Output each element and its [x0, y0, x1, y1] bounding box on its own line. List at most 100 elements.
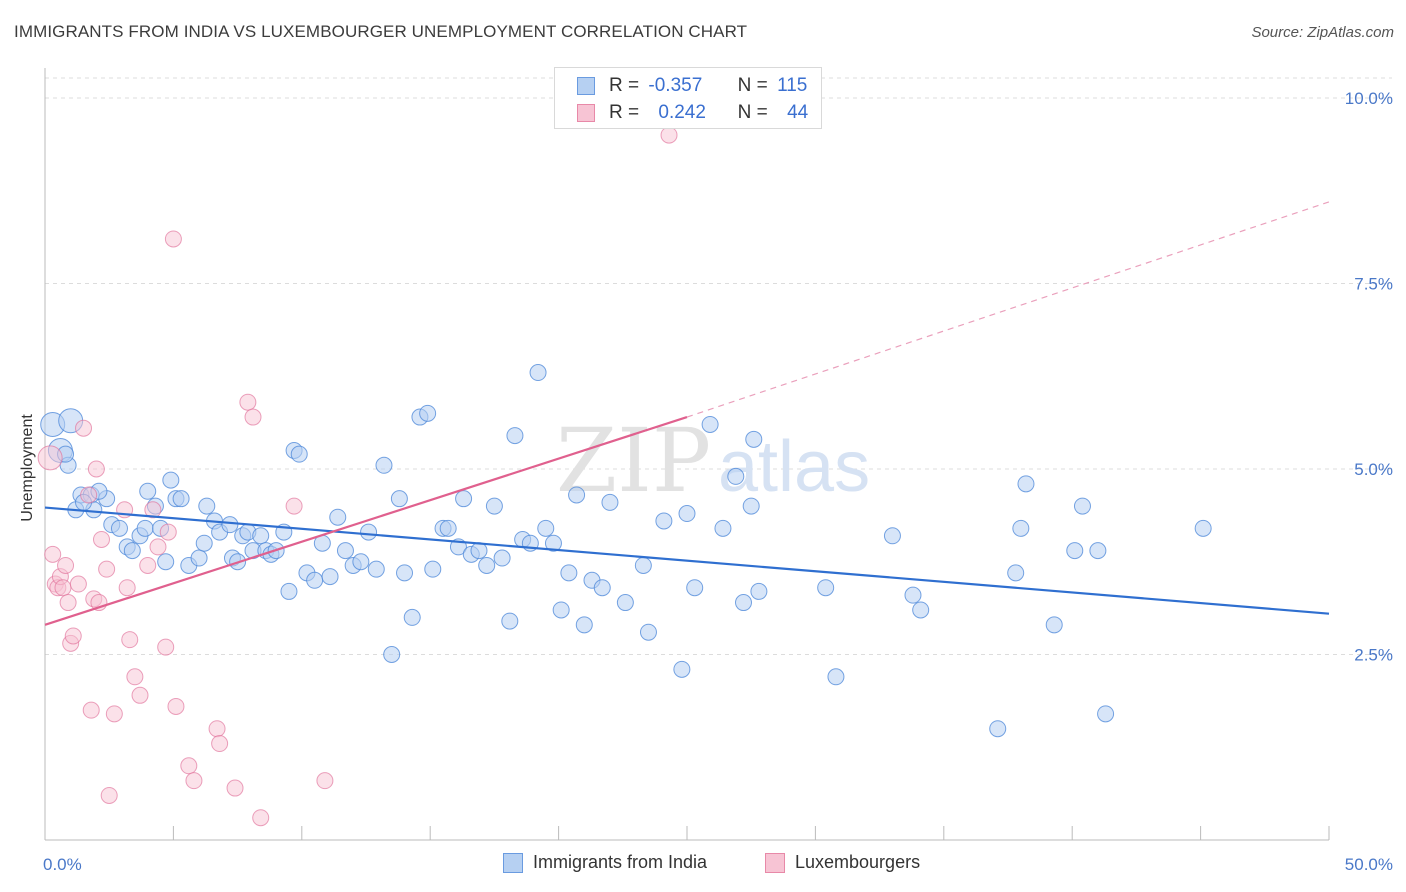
lux-point: [180, 757, 198, 775]
lux-point: [57, 556, 75, 574]
n-value-india: 115: [777, 75, 808, 96]
lux-point: [98, 560, 116, 578]
india-point: [1194, 519, 1212, 537]
india-point: [552, 601, 570, 619]
india-point: [470, 542, 488, 560]
lux-legend-swatch: [765, 853, 785, 874]
x-tick-label-1: 50.0%: [1345, 855, 1393, 874]
r-value-lux: 0.242: [658, 102, 706, 123]
india-series-points: [40, 364, 1212, 738]
india-point: [745, 430, 763, 448]
india-point: [383, 646, 401, 663]
lux-point: [118, 579, 136, 597]
trend-lines: [44, 201, 1330, 626]
grid-lines: [45, 77, 1392, 655]
lux-point: [164, 230, 182, 248]
india-point: [280, 582, 298, 600]
lux-point: [54, 579, 72, 597]
legend-row-lux: R = 0.242 N = 44: [577, 102, 808, 126]
y-tick-label-3: 10.0%: [1345, 89, 1393, 108]
india-legend-swatch: [503, 853, 523, 874]
india-point: [390, 490, 408, 508]
lux-point: [252, 809, 270, 827]
lux-point: [75, 419, 93, 437]
india-point: [1097, 705, 1115, 723]
lux-point: [121, 631, 139, 649]
watermark-atlas: atlas: [718, 427, 870, 507]
india-point: [1017, 475, 1035, 493]
lux-point: [37, 445, 63, 471]
india-point: [616, 594, 634, 612]
india-point: [634, 556, 652, 574]
india-point: [367, 560, 385, 578]
india-point: [639, 623, 657, 641]
source-label: Source: ZipAtlas.com: [1251, 24, 1394, 41]
india-point: [157, 553, 175, 571]
india-point: [912, 601, 930, 619]
india-point: [827, 668, 845, 686]
india-swatch: [577, 76, 595, 95]
lux-series-points: [37, 126, 678, 827]
india-legend-label: Immigrants from India: [533, 852, 708, 872]
lux-point: [64, 627, 82, 645]
india-point: [742, 497, 760, 515]
india-point: [478, 556, 496, 574]
india-point: [655, 512, 673, 530]
india-point: [123, 542, 141, 560]
india-point: [1073, 497, 1091, 515]
lux-point: [149, 538, 167, 556]
lux-point: [105, 705, 123, 723]
india-point: [714, 519, 732, 537]
lux-point: [139, 556, 157, 574]
india-point: [506, 427, 524, 445]
india-point: [403, 608, 421, 626]
watermark: ZIP atlas: [556, 409, 870, 512]
india-point: [190, 549, 208, 567]
india-point: [360, 523, 378, 541]
india-point: [817, 579, 835, 597]
lux-point: [226, 779, 244, 797]
lux-point: [100, 786, 118, 804]
y-tick-label-0: 2.5%: [1354, 646, 1393, 665]
bottom-legend-india: Immigrants from India: [503, 852, 708, 874]
x-tick-label-0: 0.0%: [43, 855, 82, 874]
india-point: [485, 497, 503, 515]
india-point: [537, 519, 555, 537]
india-point: [136, 519, 154, 537]
lux-point: [244, 408, 262, 426]
india-point: [439, 519, 457, 537]
india-point: [396, 564, 414, 582]
india-point: [678, 505, 696, 523]
lux-point: [239, 393, 257, 411]
india-point: [686, 579, 704, 597]
india-point: [221, 516, 239, 534]
india-point: [904, 586, 922, 604]
india-point: [139, 482, 157, 500]
n-value-lux: 44: [787, 102, 809, 123]
india-point: [419, 404, 437, 422]
india-point: [560, 564, 578, 582]
india-point: [601, 493, 619, 511]
chart-title: IMMIGRANTS FROM INDIA VS LUXEMBOURGER UN…: [14, 22, 748, 41]
india-point: [883, 527, 901, 545]
lux-point: [211, 735, 229, 753]
india-point: [673, 660, 691, 678]
r-label: R =: [609, 75, 640, 96]
india-point: [172, 490, 190, 508]
lux-point: [208, 720, 226, 738]
y-tick-label-1: 5.0%: [1354, 460, 1393, 479]
lux-point: [144, 501, 162, 519]
lux-point: [87, 460, 105, 478]
legend-row-india: R = -0.357 N = 115: [577, 75, 807, 99]
india-point: [424, 560, 442, 578]
n-label: N =: [737, 75, 768, 96]
bottom-legend-lux: Luxembourgers: [765, 852, 920, 874]
india-point: [455, 490, 473, 508]
india-point: [1012, 519, 1030, 537]
tick-labels: 2.5% 5.0% 7.5% 10.0% 0.0% 50.0%: [43, 89, 1393, 874]
india-point: [375, 456, 393, 474]
correlation-legend: R = -0.357 N = 115 R = 0.242 N = 44: [554, 67, 822, 129]
lux-point: [159, 523, 177, 541]
india-point: [162, 471, 180, 489]
india-point: [493, 549, 511, 567]
